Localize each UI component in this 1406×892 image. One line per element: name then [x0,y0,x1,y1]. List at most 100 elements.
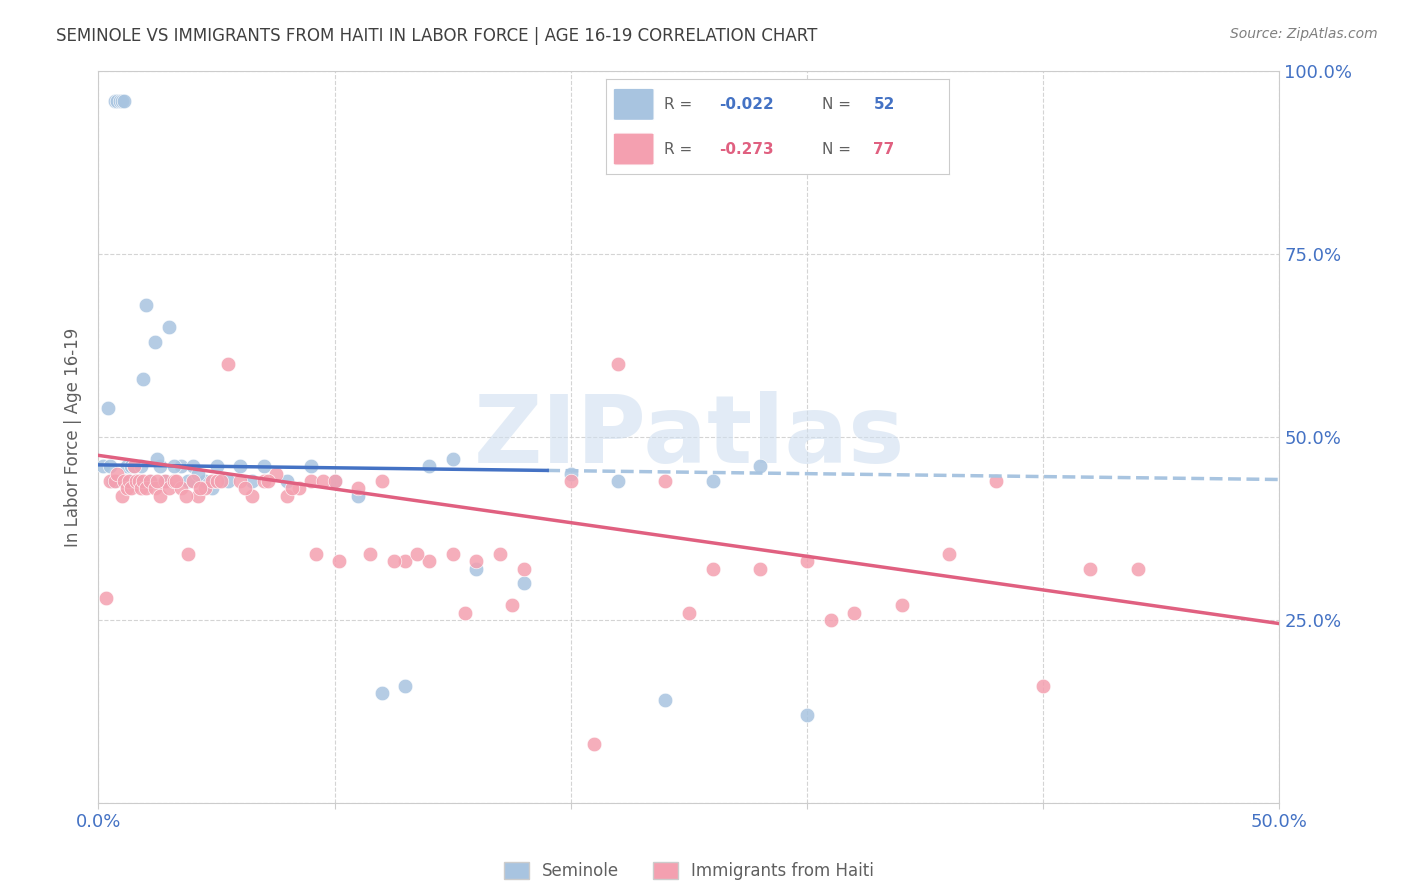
Point [465,554,488,568]
Point [121,459,143,474]
Point [654,474,676,488]
Point [844,606,866,620]
Point [748,459,770,474]
Point [157,481,180,495]
Point [149,489,172,503]
Point [305,547,328,561]
Point [128,474,150,488]
Point [394,679,416,693]
Point [406,547,429,561]
Point [201,474,224,488]
Text: SEMINOLE VS IMMIGRANTS FROM HAITI IN LABOR FORCE | AGE 16-19 CORRELATION CHART: SEMINOLE VS IMMIGRANTS FROM HAITI IN LAB… [56,27,818,45]
Text: ZIPatlas: ZIPatlas [474,391,904,483]
Point [139,474,162,488]
Point [607,357,630,371]
Point [501,599,523,613]
Point [240,489,263,503]
Point [253,474,276,488]
Point [101,474,124,488]
Point [111,489,134,503]
Point [702,562,724,576]
Point [132,474,155,488]
Point [281,481,304,495]
Point [129,459,152,474]
Point [347,481,370,495]
Point [465,562,488,576]
Legend: Seminole, Immigrants from Haiti: Seminole, Immigrants from Haiti [498,855,880,887]
Point [194,481,217,495]
Point [453,606,475,620]
Point [188,481,211,495]
Point [112,474,135,488]
Point [796,708,818,723]
Point [125,474,148,488]
Point [187,467,209,481]
Point [229,459,252,474]
Point [233,481,256,495]
Point [299,474,322,488]
Point [560,474,582,488]
Point [288,481,311,495]
Point [560,467,582,481]
Point [129,481,152,495]
Point [174,489,197,503]
Point [149,459,172,474]
Point [146,474,169,488]
Point [139,474,162,488]
Point [512,576,534,591]
Point [181,459,204,474]
Point [170,481,193,495]
Point [257,474,280,488]
Point [347,489,370,503]
Point [1032,679,1054,693]
Point [323,474,346,488]
Point [105,94,128,108]
Point [678,606,700,620]
Point [654,693,676,707]
Point [163,474,186,488]
Point [194,474,217,488]
Point [112,94,135,108]
Point [382,554,405,568]
Point [104,94,127,108]
Point [512,562,534,576]
Point [607,474,630,488]
Point [394,554,416,568]
Point [323,474,346,488]
Point [177,547,200,561]
Point [115,459,138,474]
Point [146,452,169,467]
Text: Source: ZipAtlas.com: Source: ZipAtlas.com [1230,27,1378,41]
Point [153,474,176,488]
Point [121,481,143,495]
Point [217,357,239,371]
Point [796,554,818,568]
Point [98,459,121,474]
Point [209,474,232,488]
Point [118,474,141,488]
Point [157,320,180,334]
Point [111,94,134,108]
Point [229,474,252,488]
Point [135,298,157,312]
Point [938,547,960,561]
Point [418,459,440,474]
Point [122,459,145,474]
Point [97,401,120,415]
Point [890,599,912,613]
Point [748,562,770,576]
Point [217,474,239,488]
Point [143,334,166,349]
Point [98,474,121,488]
Point [489,547,512,561]
Y-axis label: In Labor Force | Age 16-19: In Labor Force | Age 16-19 [65,327,83,547]
Point [264,467,287,481]
Point [153,474,176,488]
Point [163,459,186,474]
Point [181,474,204,488]
Point [583,737,606,751]
Point [702,474,724,488]
Point [187,489,209,503]
Point [177,474,200,488]
Point [418,554,440,568]
